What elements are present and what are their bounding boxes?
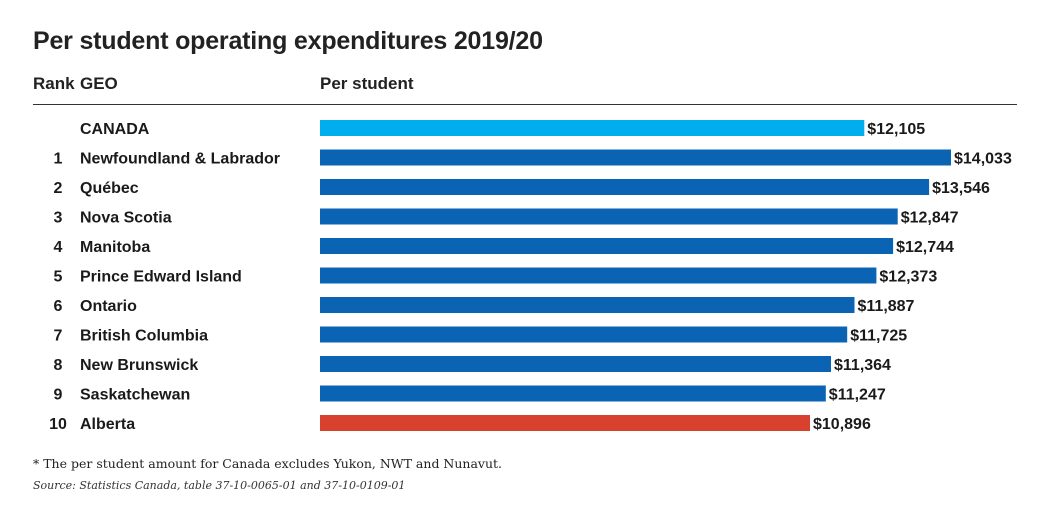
value-label: $11,725 [850,328,907,345]
bar [320,238,894,254]
rank-label: 7 [54,328,63,345]
rank-label: 8 [54,357,63,374]
bar [320,415,810,431]
bar [320,297,855,313]
value-label: $11,887 [858,298,915,315]
bar [320,179,930,195]
rank-label: 10 [49,416,67,433]
value-label: $12,373 [879,269,937,286]
rank-label: 5 [54,269,63,286]
source-note: Source: Statistics Canada, table 37-10-0… [33,479,406,492]
bar [320,326,848,343]
rank-label: 4 [54,239,63,256]
bar [320,208,898,225]
rank-label: 1 [54,151,63,168]
value-label: $13,546 [932,180,990,197]
geo-label: New Brunswick [80,357,198,374]
geo-label: CANADA [80,121,150,138]
bar [320,356,831,372]
rank-label: 6 [54,298,63,315]
per-student-column-header: Per student [320,74,414,93]
chart-title: Per student operating expenditures 2019/… [33,27,543,55]
bar [320,120,865,136]
geo-label: Alberta [80,416,135,433]
geo-label: British Columbia [80,328,208,345]
geo-label: Nova Scotia [80,210,172,227]
value-label: $12,847 [901,210,959,227]
geo-label: Ontario [80,298,137,315]
footnote: * The per student amount for Canada excl… [33,456,503,471]
rank-column-header: Rank [33,74,75,93]
geo-label: Manitoba [80,239,150,256]
value-label: $11,364 [834,357,891,374]
rank-label: 3 [54,210,63,227]
value-label: $14,033 [954,151,1012,168]
value-label: $12,105 [867,121,925,138]
geo-label: Québec [80,180,139,197]
value-label: $10,896 [813,416,871,433]
bar [320,385,826,402]
value-label: $11,247 [829,387,886,404]
header-divider [33,104,1017,105]
rank-label: 2 [54,180,63,197]
bar [320,149,951,166]
geo-label: Newfoundland & Labrador [80,151,280,168]
rank-label: 9 [54,387,63,404]
bar [320,267,877,284]
geo-label: Prince Edward Island [80,269,242,286]
geo-column-header: GEO [80,74,118,93]
geo-label: Saskatchewan [80,387,190,404]
value-label: $12,744 [896,239,954,256]
